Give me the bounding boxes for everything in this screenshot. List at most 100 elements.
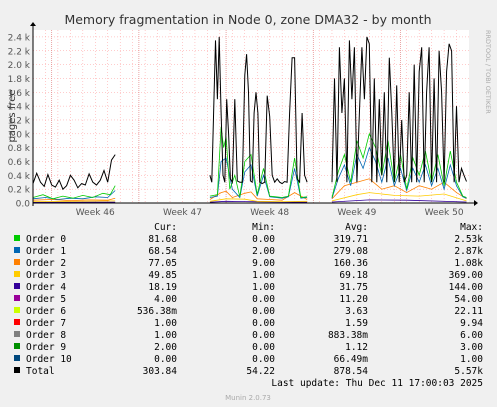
y-tick-label: 0.6 k: [8, 158, 31, 168]
legend-value-avg: 160.36: [334, 258, 369, 269]
series-line-order-3: [331, 192, 467, 202]
legend-value-avg: 319.71: [334, 234, 369, 245]
legend-value-cur: 4.00: [154, 294, 177, 305]
legend-value-cur: 1.00: [154, 330, 177, 341]
legend-name: Order 10: [26, 354, 72, 365]
legend-value-max: 2.53k: [454, 234, 483, 245]
x-tick-label: Week 49: [337, 208, 376, 218]
series-line-order-0: [32, 185, 116, 200]
legend-value-max: 369.00: [449, 270, 484, 281]
legend: Cur: Min: Avg: Max: Order 0 81.68 0.00 319.71 2.…: [14, 222, 483, 377]
legend-swatch: [14, 355, 20, 361]
y-tick-label: 0.4 k: [8, 172, 31, 182]
legend-swatch: [14, 259, 20, 265]
legend-value-avg: 3.63: [345, 306, 368, 317]
y-tick-label: 1.0 k: [8, 130, 31, 140]
legend-swatch: [14, 331, 20, 337]
legend-value-max: 54.00: [454, 294, 483, 305]
legend-value-cur: 49.85: [148, 270, 177, 281]
x-tick-label: Week 50: [425, 208, 464, 218]
legend-value-cur: 18.19: [148, 282, 177, 293]
footer: Munin 2.0.73: [225, 394, 271, 402]
y-tick-label: 2.4 k: [8, 33, 31, 43]
legend-swatch: [14, 271, 20, 277]
legend-value-cur: 77.05: [148, 258, 177, 269]
legend-value-max: 3.00: [460, 342, 483, 353]
y-tick-label: 0.0: [16, 200, 31, 210]
legend-name: Order 7: [26, 318, 66, 329]
legend-name: Order 6: [26, 306, 66, 317]
y-tick-label: 1.2 k: [8, 116, 31, 126]
legend-swatch: [14, 283, 20, 289]
legend-value-cur: 68.54: [148, 246, 177, 257]
legend-value-avg: 878.54: [334, 366, 369, 377]
legend-name: Order 3: [26, 270, 66, 281]
legend-value-max: 2.87k: [454, 246, 483, 257]
legend-swatch: [14, 343, 20, 349]
last-update: Last update: Thu Dec 11 17:00:03 2025: [271, 378, 483, 389]
legend-value-cur: 1.00: [154, 318, 177, 329]
legend-value-cur: 81.68: [148, 234, 177, 245]
watermark: RRDTOOL / TOBI OETIKER: [484, 30, 492, 114]
y-tick-label: 1.4 k: [8, 103, 31, 113]
legend-swatch: [14, 235, 20, 241]
legend-name: Order 1: [26, 246, 66, 257]
legend-value-cur: 0.00: [154, 354, 177, 365]
y-tick-label: 2.2 k: [8, 47, 31, 57]
y-tick-label: 1.8 k: [8, 75, 31, 85]
legend-value-max: 1.00: [460, 354, 483, 365]
x-tick-label: Week 47: [163, 208, 202, 218]
legend-value-max: 22.11: [454, 306, 483, 317]
legend-name: Total: [26, 366, 55, 377]
legend-value-min: 0.00: [252, 234, 275, 245]
y-tick-label: 0.8 k: [8, 144, 31, 154]
y-axis-arrow: [30, 22, 36, 26]
legend-name: Order 0: [26, 234, 66, 245]
legend-swatch: [14, 367, 20, 373]
legend-swatch: [14, 307, 20, 313]
legend-header: Cur:: [154, 222, 177, 233]
legend-swatch: [14, 319, 20, 325]
legend-value-min: 1.00: [252, 270, 275, 281]
legend-value-min: 0.00: [252, 330, 275, 341]
legend-name: Order 8: [26, 330, 66, 341]
axes: [30, 22, 478, 206]
legend-header: Avg:: [345, 222, 368, 233]
legend-value-avg: 883.38m: [328, 330, 368, 341]
series-line-order-1: [331, 146, 467, 199]
legend-name: Order 4: [26, 282, 66, 293]
legend-value-cur: 536.38m: [137, 306, 177, 317]
x-tick-label: Week 46: [76, 208, 115, 218]
legend-value-min: 0.00: [252, 318, 275, 329]
legend-swatch: [14, 295, 20, 301]
legend-value-avg: 69.18: [339, 270, 368, 281]
legend-value-avg: 11.20: [339, 294, 368, 305]
x-tick-labels: Week 46 Week 47 Week 48 Week 49 Week 50: [76, 208, 464, 218]
legend-value-avg: 1.59: [345, 318, 368, 329]
legend-value-max: 5.57k: [454, 366, 483, 377]
legend-value-min: 0.00: [252, 306, 275, 317]
legend-value-min: 1.00: [252, 282, 275, 293]
legend-swatch: [14, 247, 20, 253]
legend-value-avg: 279.08: [334, 246, 369, 257]
legend-value-max: 9.94: [460, 318, 483, 329]
legend-value-min: 9.00: [252, 258, 275, 269]
y-tick-labels: 0.0 0.2 k 0.4 k 0.6 k 0.8 k 1.0 k 1.2 k 1.4 k 1.…: [8, 33, 31, 209]
x-axis-arrow: [474, 200, 478, 206]
series-line-order-1: [209, 157, 308, 199]
y-tick-label: 1.6 k: [8, 89, 31, 99]
series-line-order-4: [331, 199, 467, 203]
y-tick-label: 0.2 k: [8, 186, 31, 196]
legend-value-min: 0.00: [252, 354, 275, 365]
legend-value-cur: 303.84: [143, 366, 178, 377]
legend-header: Min:: [252, 222, 275, 233]
series-line-order-3: [32, 200, 116, 202]
legend-value-avg: 1.12: [345, 342, 368, 353]
series-line-total: [331, 36, 467, 183]
legend-value-avg: 31.75: [339, 282, 368, 293]
x-tick-label: Week 48: [250, 208, 289, 218]
series-line-order-1: [32, 190, 116, 200]
legend-value-max: 144.00: [449, 282, 484, 293]
y-axis-label: pages free: [7, 89, 18, 142]
